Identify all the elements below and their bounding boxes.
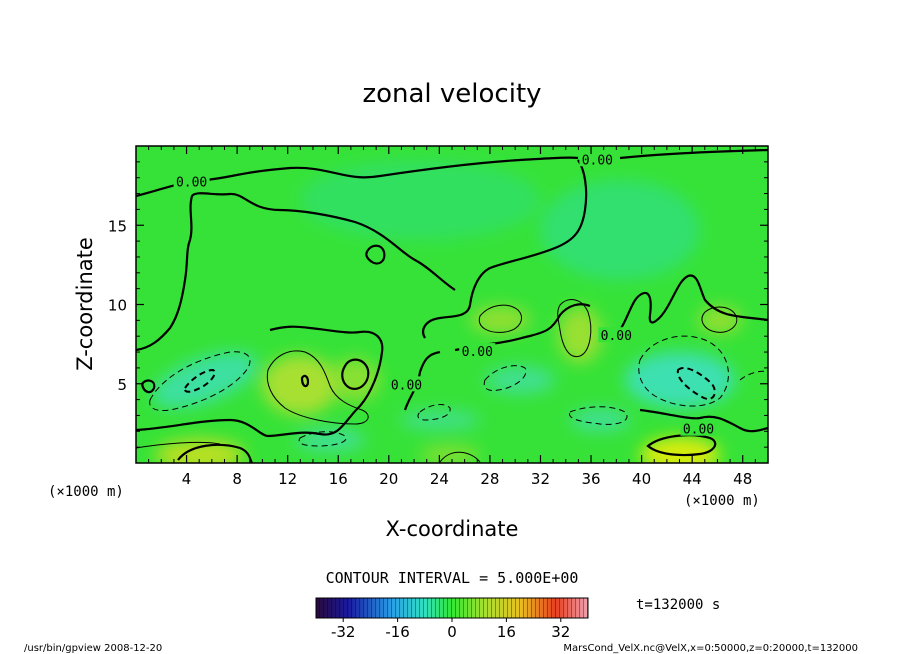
contour-neg-right-inner: [676, 366, 716, 400]
x-axis: 4 8 12 16 20 24 28 32 36 40 44 48: [148, 146, 756, 488]
y-tick-label: 10: [108, 297, 127, 315]
x-unit-right: (×1000 m): [684, 493, 760, 509]
x-tick-label: 16: [329, 470, 348, 488]
contour-label-bg: [388, 376, 425, 392]
contour-label: 0.00: [601, 329, 632, 344]
contour-neg-left: [149, 351, 251, 411]
y-tick-label: 5: [117, 376, 127, 394]
colorbar-stripes: [316, 598, 588, 618]
contour-label-bg: [459, 343, 496, 359]
contour-neg-edge: [739, 370, 768, 381]
contour-closed-3: [140, 379, 156, 394]
x-tick-label: 4: [182, 470, 192, 488]
x-unit-left: (×1000 m): [48, 484, 124, 500]
time-label: t=132000 s: [636, 597, 720, 613]
x-axis-label: X-coordinate: [386, 517, 519, 541]
y-tick-label: 15: [108, 217, 127, 235]
x-tick-label: 24: [430, 470, 449, 488]
contour-zero-left: [136, 192, 456, 352]
contour-pos-thin-1: [266, 350, 369, 425]
x-tick-label: 20: [379, 470, 398, 488]
contour-neg-mid2: [417, 404, 451, 421]
contour-label-bg: [579, 151, 616, 167]
x-tick-label: 12: [278, 470, 297, 488]
contour-closed-1: [365, 244, 386, 265]
y-axis-label: Z-coordinate: [73, 237, 97, 371]
x-tick-label: 32: [531, 470, 550, 488]
contour-closed-4: [300, 374, 310, 388]
contour-pos-bottom-right: [646, 434, 717, 457]
contour-label: 0.00: [176, 175, 207, 190]
colorbar-tick-label: 0: [447, 623, 457, 641]
contour-labels: 0.00 0.00 0.00 0.00 0.00 0.00: [173, 151, 717, 438]
colorbar-tick-label: -32: [331, 623, 356, 641]
contour-neg-right: [638, 335, 729, 407]
footer-right: MarsCond_VelX.nc@VelX,x=0:50000,z=0:2000…: [563, 643, 858, 654]
contour-label: 0.00: [582, 153, 613, 168]
y-axis: 5 10 15: [108, 161, 768, 448]
contour-pos-thin-4: [701, 306, 738, 333]
contour-neg-mid4: [298, 431, 347, 447]
contour-lines: [136, 148, 768, 463]
x-tick-label: 40: [632, 470, 651, 488]
contour-neg-mid3: [569, 406, 628, 425]
colorbar-ticks: -32 -16 0 16 32: [331, 618, 570, 641]
contour-pos-bottom-left: [177, 443, 253, 463]
footer-left: /usr/bin/gpview 2008-12-20: [24, 643, 162, 654]
contour-interval: CONTOUR INTERVAL = 5.000E+00: [326, 569, 579, 587]
colorbar-tick-label: 32: [551, 623, 570, 641]
contour-zero-mid: [422, 159, 588, 339]
contour-label-bg: [173, 173, 210, 189]
contour-label-bg: [680, 420, 717, 436]
contour-neg-left-inner: [183, 368, 216, 393]
contour-label: 0.00: [462, 345, 493, 360]
colorbar-tick-label: -16: [385, 623, 410, 641]
plot-area: 0.00 0.00 0.00 0.00 0.00 0.00: [136, 146, 768, 463]
x-tick-label: 44: [683, 470, 702, 488]
contour-neg-mid: [483, 365, 527, 391]
contour-zero-right: [619, 274, 768, 331]
contour-label: 0.00: [683, 423, 714, 438]
colorbar: -32 -16 0 16 32: [315, 597, 589, 641]
colorbar-tick-label: 16: [497, 623, 516, 641]
contour-label-bg: [598, 327, 635, 343]
chart-title: zonal velocity: [362, 79, 541, 109]
x-tick-label: 36: [581, 470, 600, 488]
contour-zero-low3: [403, 350, 441, 411]
contour-pos-thin-3: [557, 299, 592, 358]
contour-zero-right-low: [639, 408, 768, 433]
x-tick-label: 8: [232, 470, 242, 488]
contour-zero-low1: [136, 325, 384, 438]
x-tick-label: 28: [480, 470, 499, 488]
contour-closed-2: [341, 358, 370, 390]
contour-pos-thin-2: [478, 304, 522, 333]
contour-label: 0.00: [391, 378, 422, 393]
x-tick-label: 48: [733, 470, 752, 488]
